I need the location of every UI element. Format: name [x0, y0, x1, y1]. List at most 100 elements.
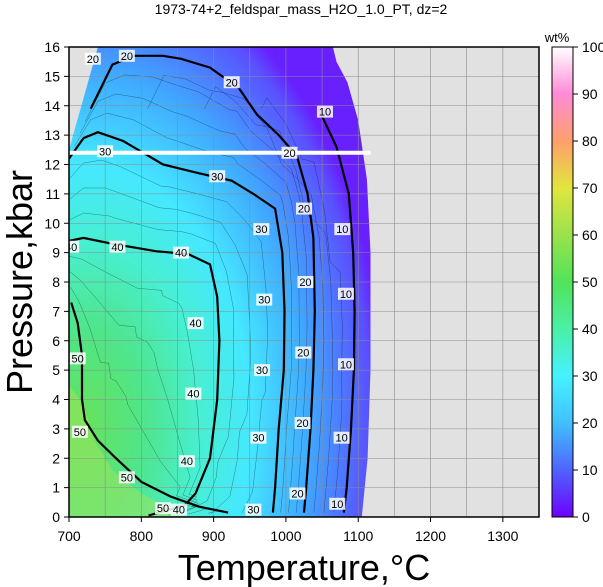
contour-labels: 20 20 20 20 20 20 20 20 20 10 10 10 10 10 10 30 30 30 30 30…	[65, 49, 354, 517]
y-tick-label: 2	[52, 450, 60, 466]
colorbar-tick-label: 10	[582, 462, 598, 478]
y-tick-label: 9	[52, 245, 60, 261]
svg-text:40: 40	[175, 248, 187, 260]
contour-label: 30	[254, 364, 271, 377]
svg-text:50: 50	[72, 353, 84, 365]
chart-title: 1973-74+2_feldspar_mass_H2O_1.0_PT, dz=2	[155, 1, 448, 17]
x-tick-label: 1300	[487, 528, 518, 544]
x-tick-label: 900	[202, 528, 226, 544]
y-tick-label: 14	[44, 98, 60, 114]
contour-label: 20	[289, 487, 306, 501]
contour-label: 20	[223, 76, 240, 89]
thin-contour	[69, 256, 201, 515]
svg-text:20: 20	[226, 77, 238, 89]
colorbar-tick-label: 20	[582, 415, 598, 431]
thin-contour	[69, 212, 235, 515]
colorbar-unit: wt%	[544, 30, 570, 45]
thin-contour	[74, 112, 292, 513]
contour-label: 20	[84, 52, 101, 66]
contour-label: 10	[334, 223, 351, 236]
svg-text:40: 40	[189, 318, 201, 330]
svg-text:20: 20	[297, 348, 309, 360]
svg-text:20: 20	[121, 51, 133, 63]
y-tick-label: 16	[44, 39, 60, 55]
colorbar-tick-label: 40	[582, 321, 598, 337]
svg-text:20: 20	[296, 418, 308, 430]
contour-label: 40	[109, 240, 126, 254]
svg-text:30: 30	[211, 171, 223, 183]
contour-label: 40	[178, 455, 195, 468]
svg-text:40: 40	[65, 242, 77, 254]
contour-label: 30	[253, 223, 270, 236]
svg-text:50: 50	[157, 503, 169, 515]
contour-50	[70, 302, 229, 514]
svg-text:30: 30	[99, 146, 111, 158]
thin-contour	[70, 286, 218, 514]
contour-label: 40	[170, 503, 187, 517]
contour-30	[69, 131, 286, 513]
colorbar-ticks: 0 10 20 30 40 50 60 70 80 90 100	[573, 39, 603, 525]
svg-text:40: 40	[111, 242, 123, 254]
y-tick-label: 12	[44, 157, 60, 173]
svg-text:20: 20	[283, 148, 295, 160]
svg-text:30: 30	[255, 224, 267, 236]
thin-contour	[69, 271, 207, 515]
contour-label: 50	[155, 502, 171, 515]
svg-text:30: 30	[256, 365, 268, 377]
y-tick-label: 11	[45, 186, 60, 202]
contour-label: 40	[173, 246, 190, 260]
colorbar-tick-label: 70	[582, 180, 598, 196]
contour-label: 20	[295, 346, 312, 360]
grid-lines	[69, 47, 539, 517]
contour-label: 20	[294, 417, 311, 430]
svg-text:20: 20	[87, 54, 99, 66]
y-tick-label: 5	[52, 362, 60, 378]
contour-label: 10	[333, 431, 350, 445]
y-tick-label: 0	[52, 509, 60, 525]
colorbar-tick-label: 80	[582, 133, 598, 149]
contour-label: 20	[296, 202, 312, 216]
y-axis-label: Pressure,kbar	[0, 170, 40, 394]
colorbar-tick-label: 50	[582, 274, 598, 290]
y-tick-label: 7	[52, 303, 60, 319]
y-tick-label: 13	[44, 127, 60, 143]
x-tick-label: 1200	[415, 528, 446, 544]
x-axis-label: Temperature,°C	[178, 547, 431, 587]
svg-text:20: 20	[299, 277, 311, 289]
svg-text:30: 30	[247, 505, 259, 517]
thin-contour	[69, 187, 252, 515]
contour-label: 10	[337, 358, 354, 371]
contour-label: 30	[250, 431, 267, 445]
y-tick-label: 8	[52, 274, 60, 290]
contour-label: 10	[316, 105, 333, 119]
y-tick-label: 4	[52, 392, 60, 408]
colorbar-tick-label: 60	[582, 227, 598, 243]
svg-text:30: 30	[258, 295, 270, 307]
contour-label: 30	[97, 145, 114, 158]
x-tick-label: 800	[130, 528, 154, 544]
svg-text:50: 50	[121, 472, 133, 484]
contour-label: 50	[71, 425, 88, 439]
y-tick-label: 15	[44, 68, 60, 84]
contour-10	[317, 108, 356, 513]
svg-text:10: 10	[319, 107, 331, 119]
y-tick-label: 3	[52, 421, 60, 437]
y-tick-label: 1	[52, 480, 60, 496]
svg-text:50: 50	[74, 427, 86, 439]
contour-label: 50	[118, 471, 135, 484]
colorbar-tick-label: 30	[582, 368, 598, 384]
contour-label: 20	[297, 276, 314, 289]
thin-contour	[147, 75, 325, 513]
low-pressure-lobe	[69, 384, 185, 517]
contour-label: 20	[281, 146, 298, 160]
contour-label: 40	[65, 240, 80, 254]
svg-text:10: 10	[331, 499, 343, 511]
svg-text:20: 20	[298, 204, 310, 216]
svg-text:40: 40	[187, 389, 199, 401]
svg-text:40: 40	[173, 505, 185, 517]
contour-20	[89, 54, 316, 513]
x-tick-label: 1000	[270, 528, 301, 544]
contour-label: 20	[118, 49, 135, 63]
